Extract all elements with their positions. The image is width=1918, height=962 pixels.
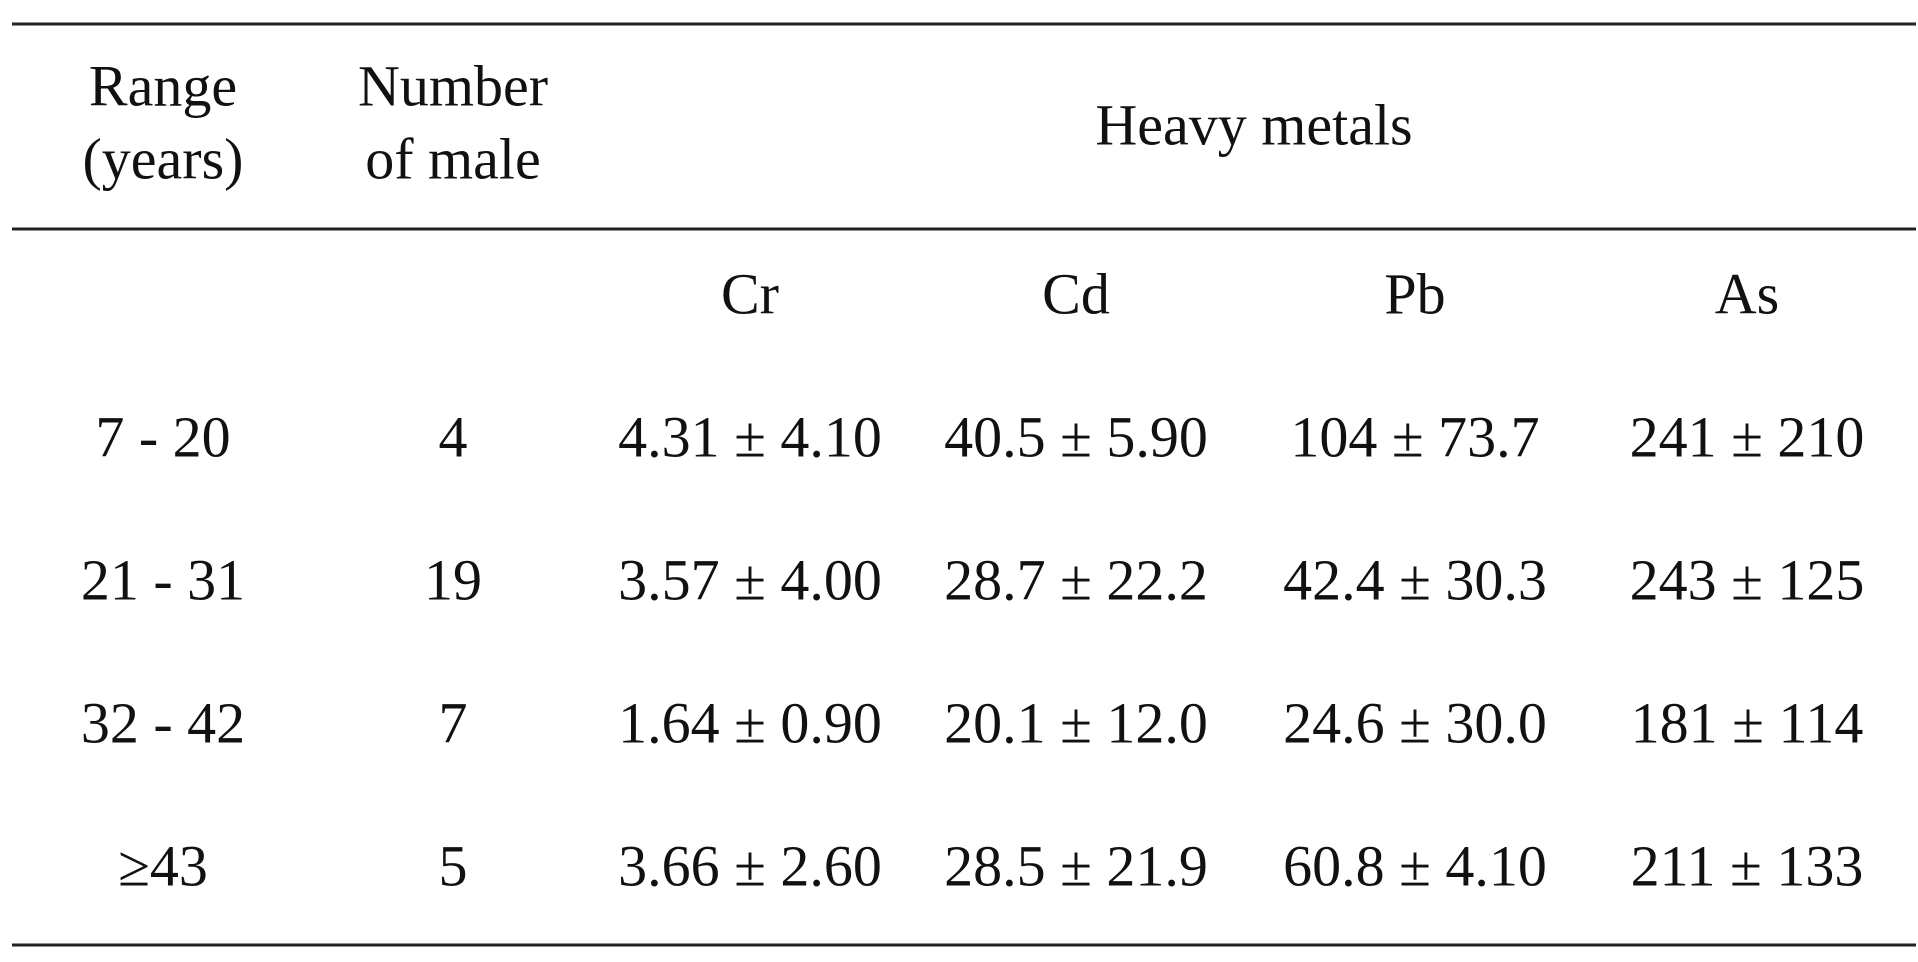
table-cell: 4 (439, 404, 468, 469)
table-cell: 28.7 ± 22.2 (944, 547, 1208, 612)
table-cell: ≥43 (118, 833, 208, 898)
header-cell: of male (365, 126, 541, 191)
table-cell: 241 ± 210 (1630, 404, 1865, 469)
table-cell: 3.66 ± 2.60 (618, 833, 882, 898)
table-cell: 24.6 ± 30.0 (1283, 690, 1547, 755)
metal-header: Cd (1042, 261, 1110, 326)
metal-header: Cr (721, 261, 779, 326)
table-cell: 42.4 ± 30.3 (1283, 547, 1547, 612)
table-cell: 7 (439, 690, 468, 755)
header-cell: (years) (82, 126, 243, 191)
table-cell: 21 - 31 (81, 547, 245, 612)
table-cell: 28.5 ± 21.9 (944, 833, 1208, 898)
table-cell: 5 (439, 833, 468, 898)
table-cell: 181 ± 114 (1631, 690, 1864, 755)
table-cell: 4.31 ± 4.10 (618, 404, 882, 469)
group-header: Heavy metals (1095, 92, 1412, 157)
header-cell: Number (358, 53, 548, 118)
header-cell: Range (89, 53, 237, 118)
table-cell: 3.57 ± 4.00 (618, 547, 882, 612)
table-cell: 19 (424, 547, 482, 612)
table-cell: 60.8 ± 4.10 (1283, 833, 1547, 898)
metal-header: Pb (1384, 261, 1445, 326)
table-cell: 104 ± 73.7 (1290, 404, 1539, 469)
table-cell: 32 - 42 (81, 690, 245, 755)
table-cell: 7 - 20 (95, 404, 230, 469)
table-cell: 243 ± 125 (1630, 547, 1865, 612)
metal-header: As (1715, 261, 1779, 326)
table-cell: 20.1 ± 12.0 (944, 690, 1208, 755)
table-cell: 1.64 ± 0.90 (618, 690, 882, 755)
table-cell: 211 ± 133 (1631, 833, 1864, 898)
table-cell: 40.5 ± 5.90 (944, 404, 1208, 469)
